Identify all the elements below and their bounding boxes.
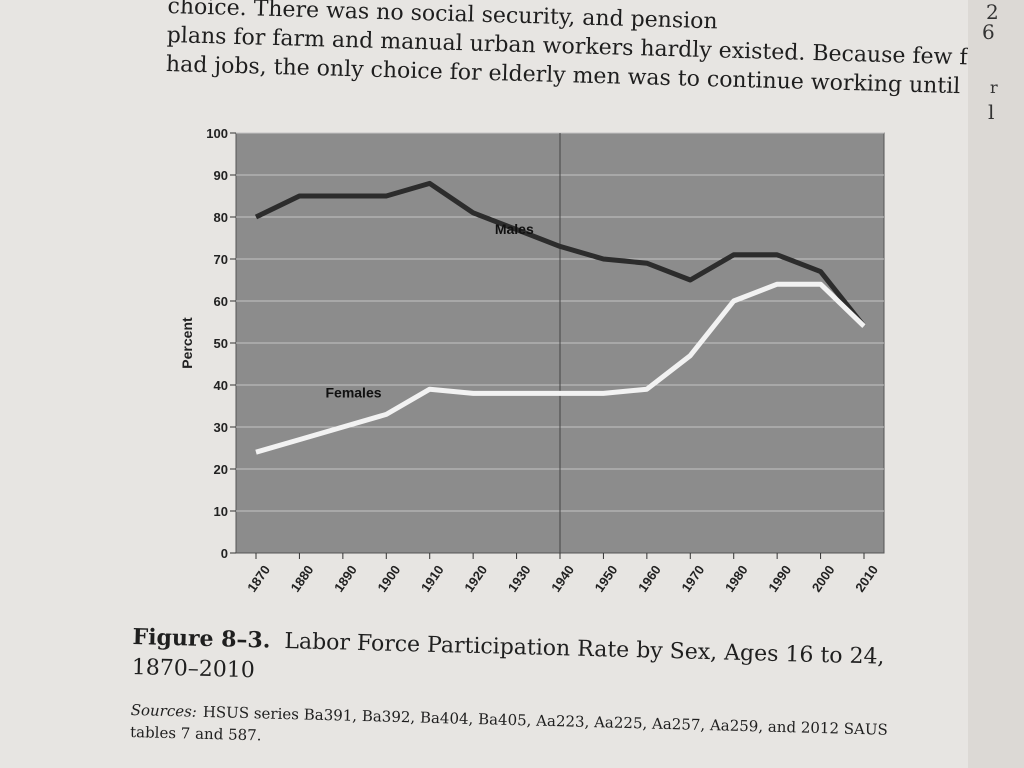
sources-label: Sources: [130, 700, 198, 721]
figure-sources: Sources: HSUS series Ba391, Ba392, Ba404,… [130, 699, 891, 763]
figure-title-line-2: 1870–2010 [131, 654, 256, 684]
x-tick-label: 1980 [722, 562, 751, 594]
y-tick-label: 90 [214, 168, 228, 183]
y-tick-label: 50 [214, 336, 228, 351]
right-page-fragment-4: l [988, 100, 995, 124]
y-tick-label: 40 [214, 378, 228, 393]
x-tick-label: 1870 [244, 562, 273, 594]
x-tick-label: 1880 [288, 562, 317, 594]
series-line-males [254, 180, 866, 328]
figure-label: Figure 8–3. [132, 623, 271, 654]
x-tick-label: 1940 [548, 562, 577, 594]
figure-title-line-1: Labor Force Participation Rate by Sex, A… [284, 628, 885, 670]
figure-title: Figure 8–3. Labor Force Participation Rat… [131, 622, 892, 703]
y-tick-label: 60 [214, 294, 228, 309]
x-tick-label: 1890 [331, 562, 360, 594]
x-tick-label: 1920 [461, 562, 490, 594]
y-tick-label: 80 [214, 210, 228, 225]
y-tick-label: 10 [214, 504, 228, 519]
y-tick-label: 70 [214, 252, 228, 267]
x-tick-label: 1990 [765, 562, 794, 594]
figure-caption: Figure 8–3. Labor Force Participation Rat… [130, 622, 893, 763]
y-tick-label: 20 [214, 462, 228, 477]
y-tick-label: 100 [206, 126, 228, 141]
x-tick-label: 1960 [635, 562, 664, 594]
y-tick-label: 30 [214, 420, 228, 435]
x-tick-label: 1930 [505, 562, 534, 594]
legend-label-females: Females [325, 385, 381, 401]
x-tick-label: 1900 [374, 562, 403, 594]
series-line-females [255, 281, 866, 455]
series-lines [254, 180, 866, 455]
right-page-fragment-3: r [990, 78, 998, 97]
y-tick-label: 0 [221, 546, 228, 561]
x-tick-label: 1950 [592, 562, 621, 594]
chart-container: 0 10 20 30 40 50 60 70 80 90 100 1870 1880 1890 1900 1… [179, 126, 885, 595]
x-tick-label: 2000 [809, 562, 838, 594]
book-page-right: 2 6 r l [968, 0, 1024, 768]
right-page-fragment-1: 2 [986, 0, 999, 24]
x-tick-label: 1970 [678, 562, 707, 594]
sources-text: HSUS series Ba391, Ba392, Ba404, Ba405, … [129, 702, 889, 745]
right-page-fragment-2: 6 [982, 20, 995, 44]
y-axis-label: Percent [179, 317, 195, 369]
x-axis-ticks: 1870 1880 1890 1900 1910 1920 1930 1940 1950 1960… [244, 553, 881, 595]
x-tick-label: 2010 [852, 562, 881, 594]
legend-label-males: Males [495, 221, 534, 237]
y-axis-ticks: 0 10 20 30 40 50 60 70 80 90 100 [206, 126, 236, 561]
x-tick-label: 1910 [418, 562, 447, 594]
